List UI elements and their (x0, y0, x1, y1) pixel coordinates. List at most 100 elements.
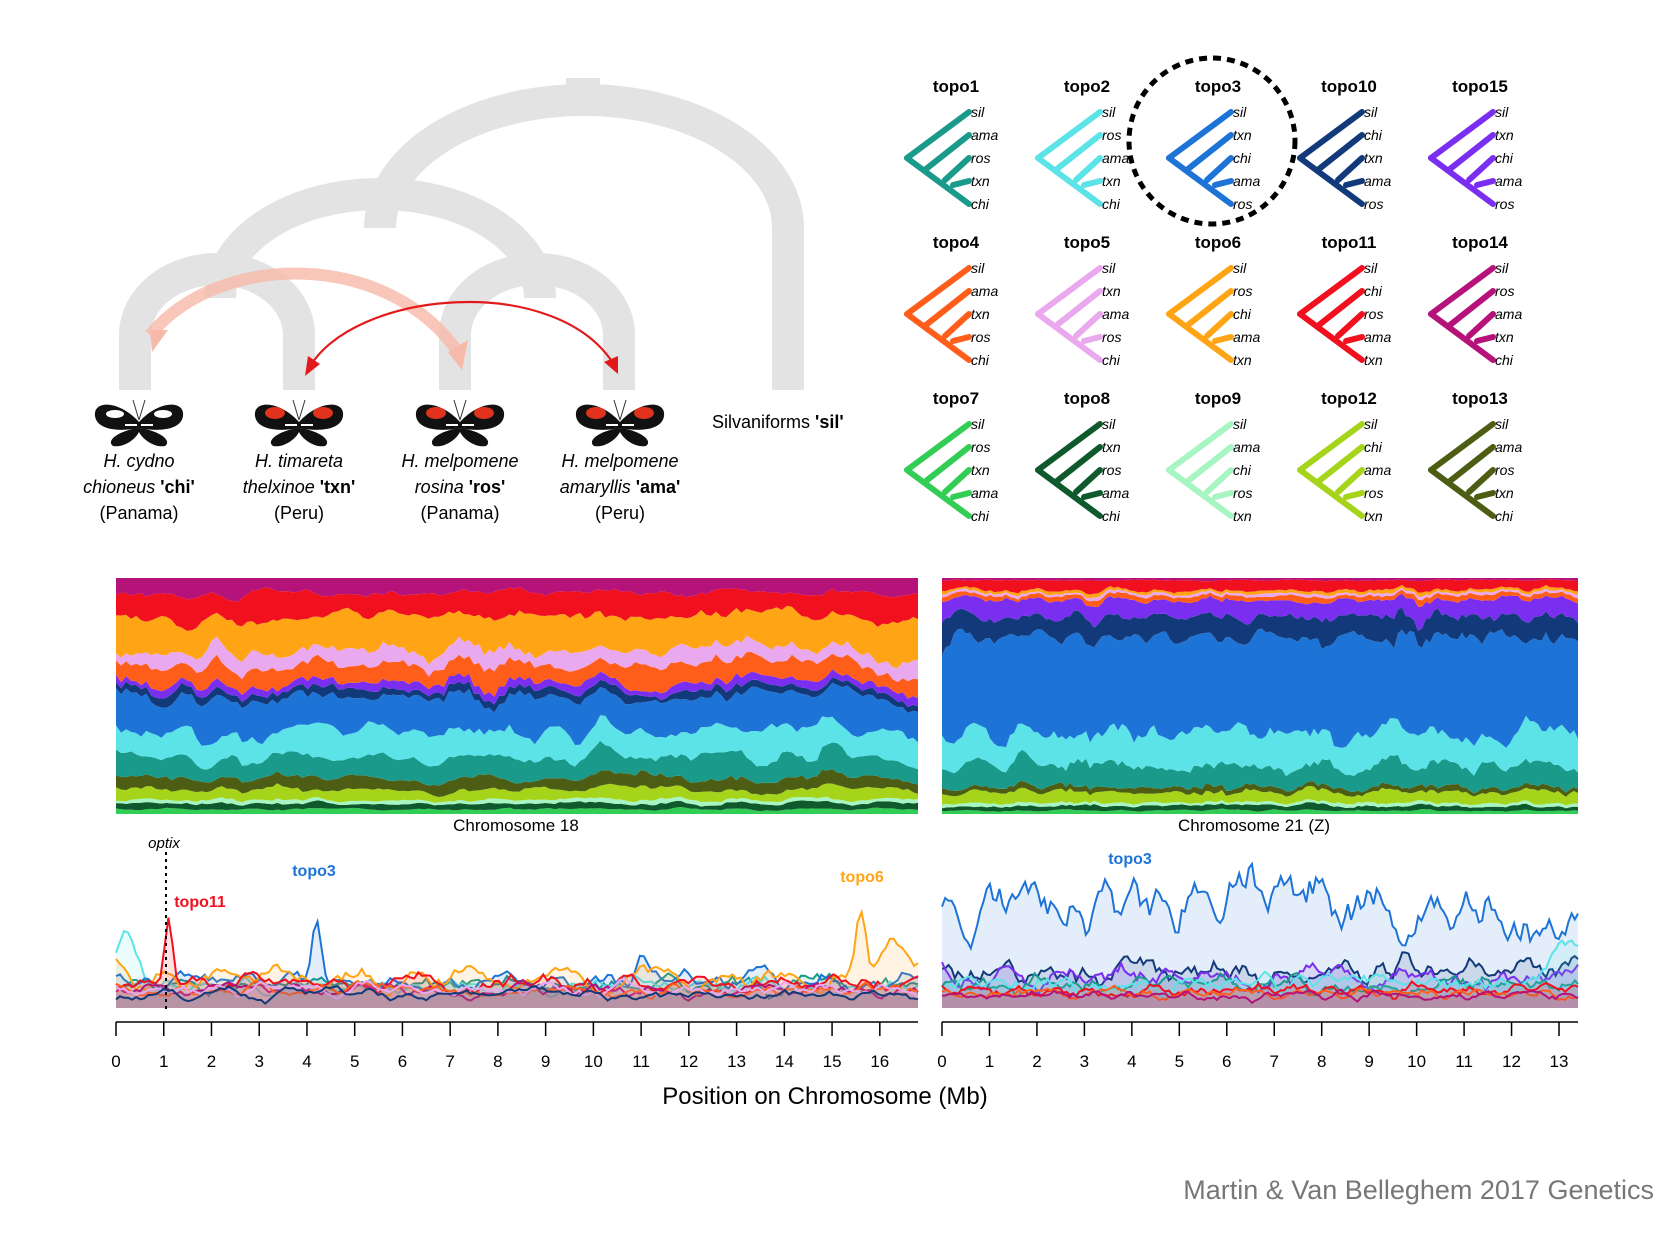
topo3-label-chr21: topo3 (1108, 851, 1152, 868)
gene-flow-arrowhead-ama (604, 356, 618, 374)
topology-tip-label: chi (1102, 196, 1121, 212)
gene-flow-arrow-chi-ros (145, 267, 465, 359)
axis-tick-label: 4 (1127, 1052, 1136, 1071)
topology-tip-label: ama (971, 283, 998, 299)
topology-label: topo14 (1452, 233, 1508, 252)
topology-tip-label: ama (1364, 329, 1391, 345)
topology-tip-label: chi (1364, 439, 1383, 455)
topology-label: topo12 (1321, 389, 1377, 408)
axis-tick-label: 5 (1175, 1052, 1184, 1071)
axis-tick-label: 8 (1317, 1052, 1326, 1071)
topology-tip-label: sil (1233, 260, 1247, 276)
taxon-location: (Peru) (595, 503, 645, 523)
topology-topo4: topo4 sil ama txn ros chi (904, 233, 998, 368)
topology-tip-label: txn (1102, 283, 1121, 299)
topology-tip-label: ama (1233, 173, 1260, 189)
topology-label: topo3 (1195, 77, 1241, 96)
topology-tip-label: chi (1233, 150, 1252, 166)
axis-tick-label: 10 (584, 1052, 603, 1071)
topology-tip-label: txn (971, 306, 990, 322)
butterfly-icon (94, 399, 184, 447)
topology-tip-label: ama (971, 485, 998, 501)
topology-topo14: topo14 sil ros ama txn chi (1428, 233, 1522, 368)
axis-tick-label: 13 (727, 1052, 746, 1071)
topology-tip-label: ama (971, 127, 998, 143)
topology-label: topo15 (1452, 77, 1508, 96)
stack-layer-topo4 (116, 652, 918, 699)
chr18-label: Chromosome 18 (453, 816, 579, 835)
tree-branch-right (439, 253, 635, 390)
stack-layer-topo9 (116, 796, 918, 807)
topology-tip-label: txn (1364, 352, 1383, 368)
topology-tip-label: ama (1364, 462, 1391, 478)
taxon-name-line2: rosina 'ros' (415, 477, 506, 497)
stack-layer-topo14 (942, 578, 1578, 582)
topology-tip-label: ros (971, 150, 990, 166)
axis-tick-label: 7 (1270, 1052, 1279, 1071)
line-fill-topo14 (116, 980, 918, 1008)
topology-topo9: topo9 sil ama chi ros txn (1166, 389, 1260, 524)
gene-flow-arrowhead-txn (305, 356, 320, 376)
chr21-stacked-area (942, 578, 1578, 814)
topology-label: topo8 (1064, 389, 1110, 408)
topology-label: topo2 (1064, 77, 1110, 96)
topology-tip-label: sil (1364, 260, 1378, 276)
topology-tip-label: ros (1495, 196, 1514, 212)
line-series-topo11 (941, 979, 1579, 1000)
topology-tip-label: txn (1495, 485, 1514, 501)
line-fill-topo2 (942, 940, 1578, 1008)
gene-flow-arrowhead-ros (448, 340, 468, 370)
topology-tip-label: chi (1102, 508, 1121, 524)
topology-tip-label: ama (1495, 173, 1522, 189)
axis-tick-label: 1 (159, 1052, 168, 1071)
line-fill-topo4 (116, 981, 918, 1008)
stack-layer-topo5 (942, 587, 1578, 602)
line-series-topo4 (941, 984, 1579, 1002)
topology-tip-label: txn (1102, 439, 1121, 455)
topology-tip-label: ama (1102, 485, 1129, 501)
topology-tip-label: sil (1102, 416, 1116, 432)
line-series-topo3 (941, 861, 1579, 952)
topology-label: topo6 (1195, 233, 1241, 252)
species-tree (119, 78, 804, 390)
topology-tip-label: ros (1233, 485, 1252, 501)
tree-branch-left (119, 253, 315, 390)
outgroup-label: Silvaniforms 'sil' (712, 412, 844, 432)
stack-layer-topo2 (942, 715, 1578, 777)
taxon-name-line2: chioneus 'chi' (83, 477, 195, 497)
topology-tip-label: chi (1495, 508, 1514, 524)
taxon-location: (Panama) (420, 503, 499, 523)
topology-tip-label: chi (1364, 127, 1383, 143)
topology-tip-label: sil (971, 260, 985, 276)
topology-tip-label: ama (1495, 439, 1522, 455)
axis-tick-label: 15 (823, 1052, 842, 1071)
topology-tip-label: sil (1102, 104, 1116, 120)
stack-layer-topo7 (116, 807, 918, 814)
stack-layer-topo6 (942, 585, 1578, 599)
taxon-name-line2: thelxinoe 'txn' (243, 477, 356, 497)
taxon-location: (Peru) (274, 503, 324, 523)
taxon-name-line1: H. timareta (255, 451, 343, 471)
stack-layer-topo10 (942, 607, 1578, 655)
topology-tip-label: ros (971, 439, 990, 455)
axis-tick-label: 2 (1032, 1052, 1041, 1071)
topology-topo11: topo11 sil chi ros ama txn (1297, 233, 1391, 368)
topology-tip-label: txn (971, 173, 990, 189)
axis-tick-label: 11 (1455, 1052, 1473, 1071)
topology-grid: topo1 sil ama ros txn chi topo2 sil ros ama txn chi… (904, 77, 1522, 524)
topology-tip-label: chi (971, 508, 990, 524)
topology-tip-label: txn (1233, 352, 1252, 368)
axis-tick-label: 1 (985, 1052, 994, 1071)
line-series-topo2 (941, 939, 1579, 1000)
topology-topo15: topo15 sil txn chi ama ros (1428, 77, 1522, 212)
topology-tip-label: chi (1233, 306, 1252, 322)
axis-tick-label: 6 (398, 1052, 407, 1071)
taxon-location: (Panama) (99, 503, 178, 523)
optix-label: optix (148, 835, 180, 852)
stack-layer-topo6 (116, 605, 918, 668)
stack-layer-topo10 (116, 677, 918, 713)
stack-layer-topo8 (116, 800, 918, 812)
topology-topo8: topo8 sil txn ros ama chi (1035, 389, 1129, 524)
topology-label: topo11 (1322, 233, 1377, 252)
stack-layer-topo1 (942, 749, 1578, 794)
